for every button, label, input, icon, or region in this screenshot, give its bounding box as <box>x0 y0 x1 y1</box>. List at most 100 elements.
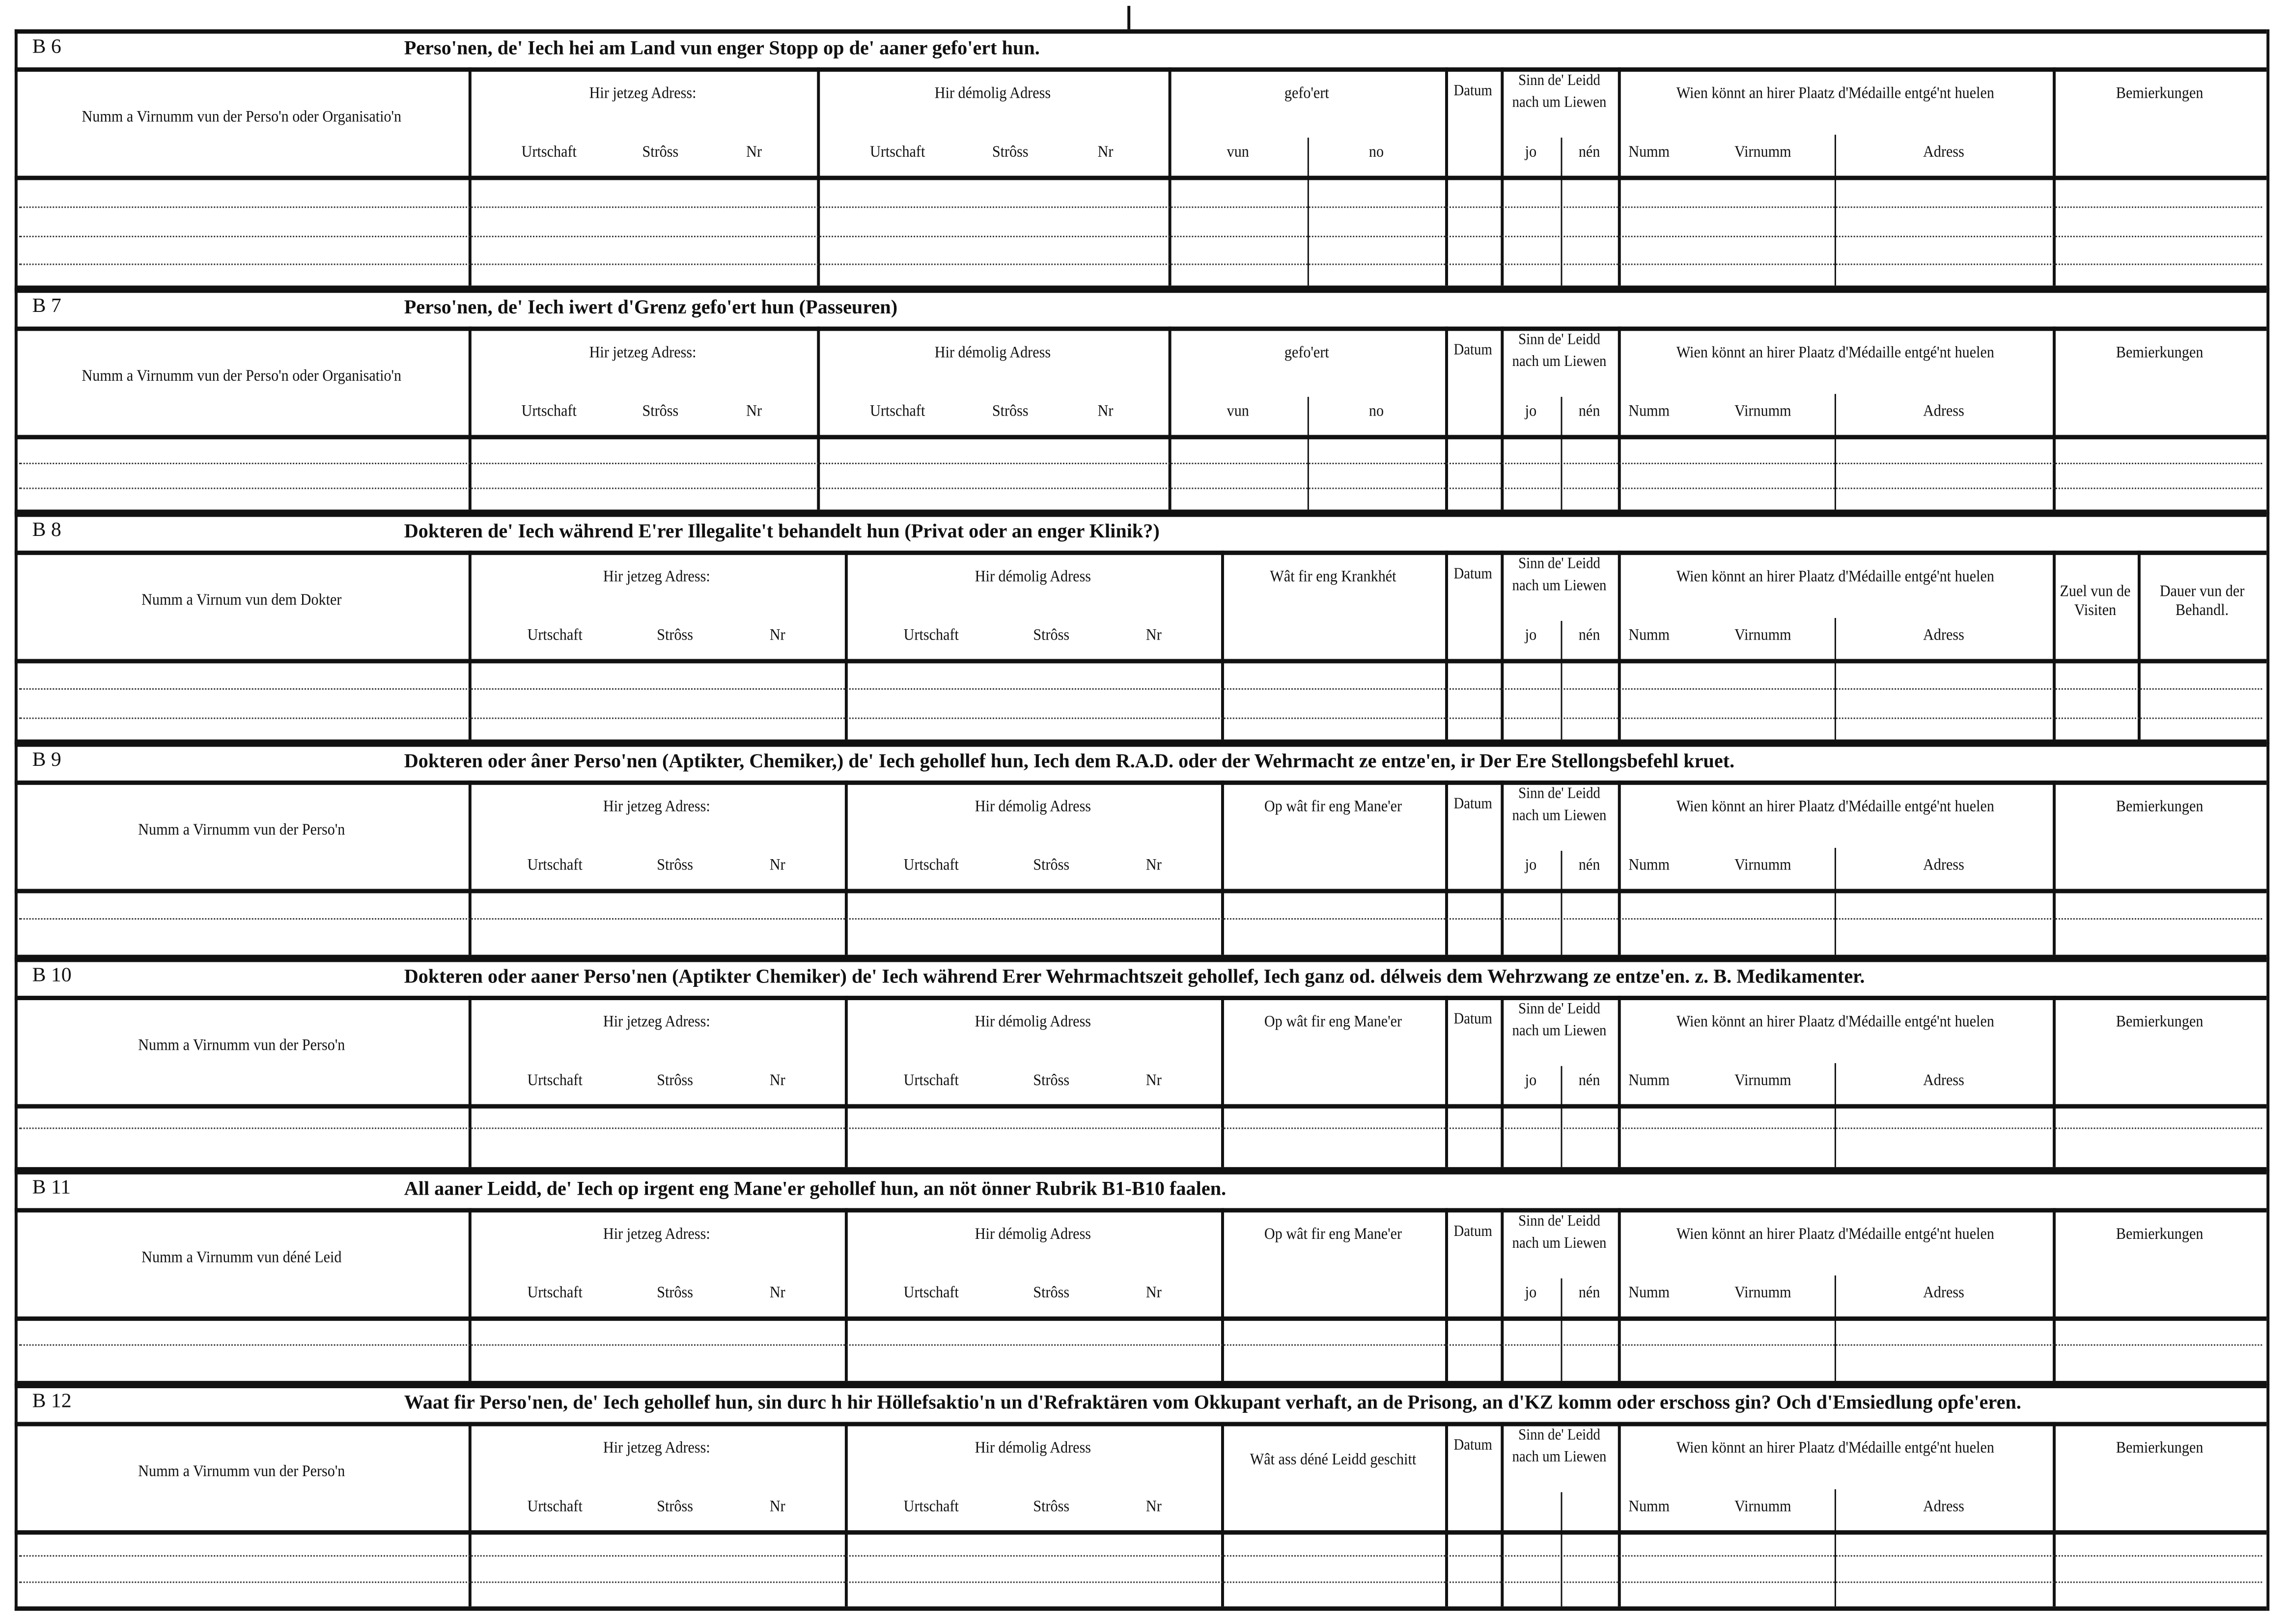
entry-line <box>19 462 2262 464</box>
subcolumn-header: nén <box>1578 1284 1600 1302</box>
column-header: Hir jetzeg Adress: <box>589 84 697 103</box>
subcolumn-header: Strôss <box>657 1498 694 1516</box>
column-divider <box>1618 996 1621 1167</box>
subcolumn-header: Nr <box>1145 626 1161 644</box>
subcolumn-header: jo <box>1525 143 1537 161</box>
section-rule <box>14 1384 2267 1388</box>
section-border <box>2266 512 2270 744</box>
column-divider <box>844 780 848 955</box>
subcolumn-header: Numm <box>1628 402 1670 420</box>
section-rule <box>14 1316 2267 1321</box>
column-header: Bemierkungen <box>2116 1013 2203 1031</box>
column-header: gefo'ert <box>1284 344 1329 362</box>
section-rule <box>14 742 2267 747</box>
column-divider <box>1501 326 1504 510</box>
column-header: Hir jetzeg Adress: <box>603 1439 710 1457</box>
column-divider <box>468 1208 472 1381</box>
subcolumn-header: Urtschaft <box>527 1498 583 1516</box>
column-divider <box>1618 326 1621 510</box>
section-border <box>14 957 18 1172</box>
column-header: Wien könnt an hirer Plaatz d'Médaille en… <box>1676 1226 1994 1243</box>
entry-line <box>19 688 2262 690</box>
subcolumn-header: Adress <box>1923 856 1964 874</box>
column-divider <box>2053 326 2056 510</box>
subcolumn-header: Numm <box>1628 626 1670 644</box>
subcolumn-header: Strôss <box>1033 1498 1070 1516</box>
column-header: Wât ass déné Leidd geschitt <box>1250 1451 1417 1469</box>
column-header: Hir démolig Adress <box>975 568 1091 586</box>
column-divider <box>1618 780 1621 955</box>
subcolumn-header: Urtschaft <box>903 626 959 644</box>
column-divider <box>844 550 848 740</box>
subcolumn-header: no <box>1368 402 1384 420</box>
section-code: B 12 <box>32 1391 72 1413</box>
subcolumn-header: Adress <box>1923 1284 1964 1302</box>
subcolumn-header: Virnumm <box>1734 626 1791 644</box>
column-header: Wien könnt an hirer Plaatz d'Médaille en… <box>1676 798 1994 816</box>
section-border <box>2266 1384 2270 1611</box>
column-divider <box>1221 550 1224 740</box>
entry-line <box>19 1127 2262 1129</box>
section-rule <box>14 780 2267 785</box>
subcolumn-header: Nr <box>1145 856 1161 874</box>
column-divider <box>468 1422 472 1607</box>
section-rule <box>14 1530 2267 1535</box>
name-column-header: Numm a Virnumm vun déné Leid <box>141 1249 342 1267</box>
name-column-header: Numm a Virnumm vun der Perso'n <box>138 1463 345 1481</box>
subcolumn-header: Urtschaft <box>870 143 925 161</box>
column-divider <box>844 1208 848 1381</box>
column-header: Wien könnt an hirer Plaatz d'Médaille en… <box>1676 344 1994 362</box>
section-rule <box>14 1422 2267 1427</box>
column-divider <box>1445 326 1449 510</box>
column-header: Datum <box>1453 1011 1492 1028</box>
subcolumn-header: Numm <box>1628 856 1670 874</box>
section-title: Dokteren oder âner Perso'nen (Aptikter, … <box>404 750 1735 772</box>
subcolumn-header: vun <box>1227 402 1249 420</box>
name-column-header: Numm a Virnumm vun der Perso'n <box>138 821 345 840</box>
column-header: Datum <box>1453 1224 1492 1240</box>
subcolumn-header: Virnumm <box>1734 143 1791 161</box>
subcolumn-header: Urtschaft <box>521 402 577 420</box>
column-header: Hir jetzeg Adress: <box>603 568 710 586</box>
column-header: Sinn de' Leidd nach um Liewen <box>1512 1428 1607 1466</box>
column-header: Wien könnt an hirer Plaatz d'Médaille en… <box>1676 1439 1994 1457</box>
column-divider <box>844 1422 848 1607</box>
section-rule <box>14 512 2267 517</box>
column-header: Bemierkungen <box>2116 84 2203 103</box>
subcolumn-header: Strôss <box>1033 1284 1070 1302</box>
subcolumn-divider <box>1834 617 1836 740</box>
section-border <box>2266 29 2270 290</box>
column-header: Zuel vun de Visiten <box>2060 583 2131 619</box>
subcolumn-header: Strôss <box>1033 856 1070 874</box>
section-rule <box>14 1167 2267 1172</box>
subcolumn-header: Strôss <box>657 1072 694 1090</box>
subcolumn-header: Numm <box>1628 1072 1670 1090</box>
subcolumn-header: Adress <box>1923 1498 1964 1516</box>
subcolumn-divider <box>1561 620 1562 740</box>
section-rule <box>14 954 2267 959</box>
subcolumn-header: Urtschaft <box>521 143 577 161</box>
subcolumn-divider <box>1834 847 1836 955</box>
column-header: Hir démolig Adress <box>975 798 1091 816</box>
subcolumn-header: Virnumm <box>1734 1498 1791 1516</box>
subcolumn-header: jo <box>1525 402 1537 420</box>
column-divider <box>1445 550 1449 740</box>
subcolumn-header: Nr <box>1145 1498 1161 1516</box>
subcolumn-header: Adress <box>1923 626 1964 644</box>
section-title: Perso'nen, de' Iech hei am Land vun enge… <box>404 36 1040 59</box>
column-divider <box>2053 1422 2056 1607</box>
subcolumn-header: Urtschaft <box>870 402 925 420</box>
column-header: Op wât fir eng Mane'er <box>1264 1013 1402 1031</box>
subcolumn-header: Nr <box>769 856 785 874</box>
section-rule <box>14 326 2267 331</box>
section-rule <box>14 550 2267 555</box>
column-header: Hir jetzeg Adress: <box>603 798 710 816</box>
section-border <box>2266 288 2270 514</box>
subcolumn-divider <box>1307 138 1309 286</box>
entry-line <box>19 1555 2262 1557</box>
column-divider <box>1445 67 1449 286</box>
subcolumn-header: Adress <box>1923 1072 1964 1090</box>
column-divider <box>1501 780 1504 955</box>
subcolumn-divider <box>1561 1066 1562 1167</box>
